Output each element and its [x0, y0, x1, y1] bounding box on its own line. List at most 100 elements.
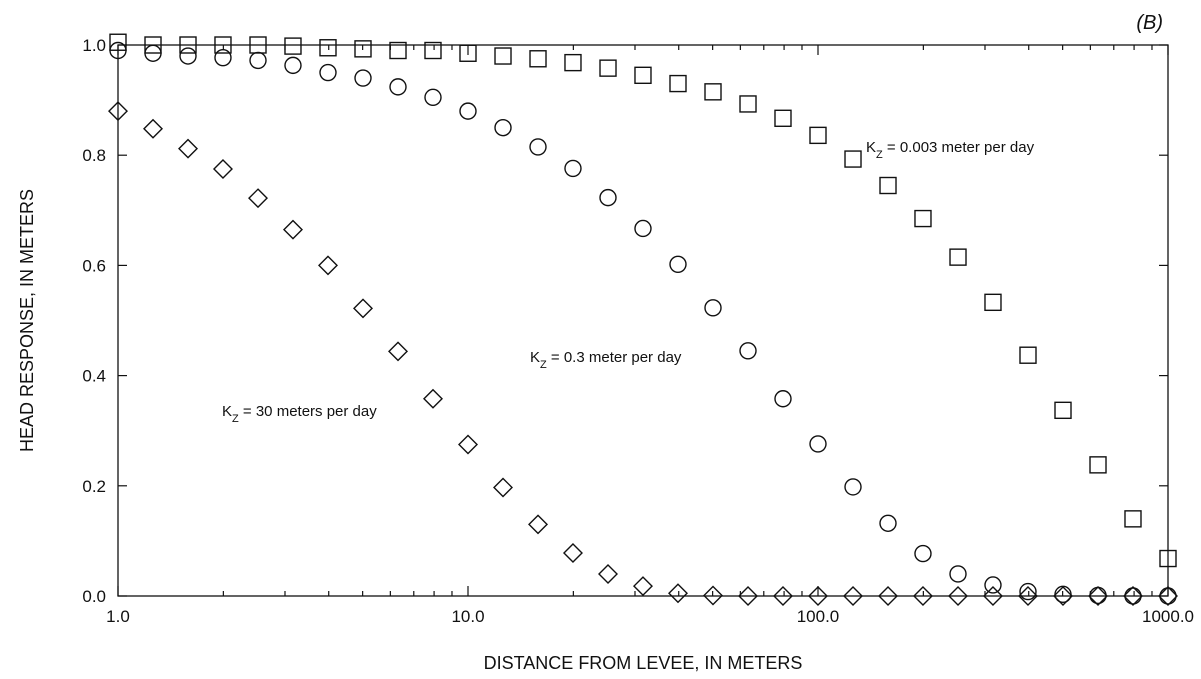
square-marker — [424, 41, 442, 60]
square-marker — [1124, 510, 1142, 528]
circle-marker — [844, 478, 862, 496]
diamond-marker — [668, 583, 688, 604]
diamond-marker — [318, 255, 338, 276]
diamond-marker — [353, 298, 373, 319]
y-tick-label: 0.4 — [82, 367, 106, 386]
y-axis-title: HEAD RESPONSE, IN METERS — [17, 189, 37, 452]
square-marker — [1159, 549, 1177, 568]
circle-marker — [179, 47, 197, 65]
square-marker — [109, 33, 127, 51]
diamond-marker — [912, 586, 933, 606]
square-marker — [144, 36, 162, 54]
diamond-marker — [528, 514, 549, 535]
square-marker — [354, 40, 372, 58]
diamond-marker — [458, 434, 478, 455]
square-marker — [1019, 346, 1037, 364]
circle-marker — [564, 159, 582, 178]
series-annotation: KZ = 0.003 meter per day — [866, 139, 1035, 161]
square-marker — [704, 83, 722, 101]
square-marker — [179, 36, 197, 54]
series-annotation: KZ = 0.3 meter per day — [530, 349, 682, 371]
circle-marker — [949, 565, 967, 583]
circle-marker — [669, 255, 687, 273]
diamond-marker — [423, 388, 443, 409]
circle-marker — [599, 188, 617, 207]
circle-marker — [704, 299, 722, 317]
diamond-marker — [388, 341, 409, 362]
square-marker — [739, 95, 757, 113]
diamond-marker — [598, 563, 618, 584]
data-points — [108, 33, 1178, 606]
circle-marker — [984, 576, 1002, 594]
diamond-marker — [143, 118, 163, 139]
series-annotation: KZ = 30 meters per day — [222, 403, 377, 425]
y-axis: 0.0 0.2 0.4 0.6 0.8 1.0 — [82, 36, 1168, 606]
square-marker — [634, 66, 652, 85]
diamond-marker — [982, 586, 1003, 606]
circle-marker — [774, 390, 792, 408]
circle-marker — [809, 435, 827, 453]
x-axis-title: DISTANCE FROM LEVEE, IN METERS — [484, 653, 803, 673]
y-tick-label: 0.2 — [82, 477, 106, 496]
plot-frame — [117, 44, 1169, 597]
square-marker — [214, 36, 232, 54]
circle-marker — [284, 56, 302, 75]
diamond-marker — [282, 219, 303, 240]
square-marker — [284, 37, 302, 55]
square-marker — [459, 44, 477, 62]
x-tick-label: 100.0 — [797, 607, 840, 626]
x-tick-label: 1.0 — [106, 607, 130, 626]
series-annotations: KZ = 0.003 meter per day KZ = 0.3 meter p… — [222, 139, 1035, 425]
panel-label: (B) — [1136, 12, 1163, 34]
circle-marker — [249, 51, 267, 70]
diamond-marker — [1123, 586, 1143, 606]
diamond-marker — [1018, 586, 1038, 606]
circle-marker — [494, 118, 512, 137]
circle-marker — [354, 69, 372, 87]
square-marker — [564, 53, 582, 72]
square-marker — [879, 176, 897, 195]
square-marker — [599, 59, 617, 77]
diamond-marker — [1088, 586, 1109, 606]
square-marker — [669, 74, 687, 93]
circle-marker — [389, 78, 407, 96]
circle-marker — [879, 514, 897, 532]
circle-marker — [634, 219, 652, 238]
diamond-marker — [248, 188, 268, 209]
circle-marker — [1019, 582, 1037, 601]
diamond-marker — [1158, 586, 1178, 606]
circle-marker — [739, 342, 757, 360]
square-marker — [494, 47, 512, 65]
x-tick-label: 1000.0 — [1142, 607, 1194, 626]
x-axis: 1.0 10.0 100.0 1000.0 — [106, 45, 1194, 626]
circle-marker — [1159, 587, 1177, 605]
circle-marker — [459, 102, 477, 120]
diamond-marker — [948, 586, 968, 606]
circle-marker — [214, 48, 232, 67]
y-tick-label: 0.6 — [82, 256, 106, 275]
diamond-marker — [878, 586, 899, 606]
circle-marker — [319, 63, 337, 82]
square-marker — [914, 209, 932, 228]
diamond-marker — [738, 586, 759, 606]
x-tick-label: 10.0 — [451, 607, 484, 626]
diamond-marker — [108, 101, 128, 122]
diamond-marker — [703, 585, 723, 606]
circle-marker — [424, 88, 442, 107]
diamond-marker — [632, 576, 653, 597]
diamond-marker — [843, 586, 863, 606]
diamond-marker — [562, 543, 583, 564]
square-marker — [809, 126, 827, 145]
y-tick-label: 1.0 — [82, 36, 106, 55]
diamond-marker — [808, 586, 828, 606]
square-marker — [389, 41, 407, 60]
square-marker — [319, 39, 337, 57]
square-marker — [774, 109, 792, 127]
y-tick-label: 0.0 — [82, 587, 106, 606]
square-marker — [984, 293, 1002, 312]
diamond-marker — [493, 477, 513, 498]
square-marker — [529, 50, 547, 68]
diamond-marker — [212, 158, 233, 179]
circle-marker — [1124, 587, 1142, 605]
